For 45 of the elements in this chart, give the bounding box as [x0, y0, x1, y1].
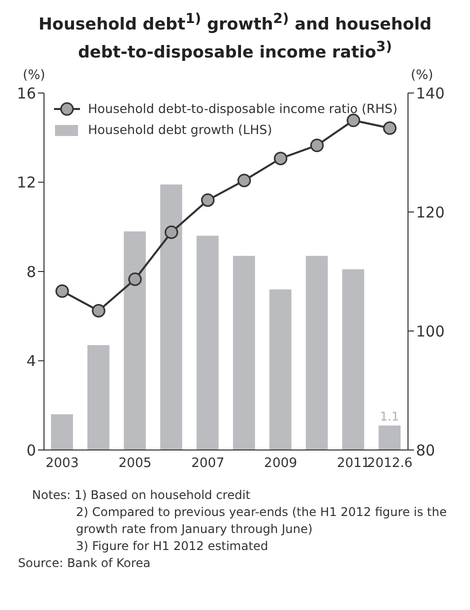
y2-tick-label: 80: [416, 441, 436, 460]
point: [383, 121, 397, 135]
data-label: 1.1: [380, 409, 400, 424]
x-tick-label: 2003: [46, 456, 79, 472]
bar: [269, 289, 292, 450]
x-tick-label: 2011: [336, 456, 370, 472]
point: [92, 304, 106, 318]
y-tick-label: 8: [26, 262, 36, 281]
y2-tick-label: 100: [416, 322, 445, 340]
point: [274, 152, 288, 166]
y-axis-title: (%): [22, 68, 46, 83]
bar: [342, 269, 364, 450]
legend-label: Household debt-to-disposable income ratio (RHS): [88, 101, 398, 116]
point: [55, 284, 69, 298]
text: 2) Compared to previous year-ends (the H1 2012 figure is the growth rate from January through June): [75, 504, 448, 538]
bar: [160, 184, 182, 450]
bar: [378, 425, 401, 450]
bar: [233, 256, 255, 450]
y-tick-label: 12: [16, 174, 36, 192]
text: 3) Figure for H1 2012 estimated: [75, 538, 270, 555]
point: [201, 193, 215, 207]
bar: [196, 236, 219, 450]
y2-tick-label: 120: [416, 203, 445, 222]
bar: [87, 345, 110, 450]
x-tick-label: 2009: [264, 456, 298, 472]
legend-label: Household debt growth (LHS): [88, 122, 272, 137]
bar: [306, 256, 328, 450]
point: [346, 114, 360, 128]
y2-tick-label: 140: [416, 84, 445, 102]
y-tick-label: 0: [26, 441, 36, 460]
x-tick-label: 2007: [191, 456, 224, 472]
point: [310, 138, 324, 152]
chart-title: Household debt$^{1)}$ growth$^{2)}$ and household debt-to-disposable income ratio$^{3)}$: [37, 10, 433, 63]
x-tick-label: 2012.6: [367, 456, 413, 472]
x-tick-label: 2005: [118, 456, 152, 472]
text: Notes: 1) Based on household credit: [32, 487, 252, 504]
source-note: Source: Bank of Korea: [18, 555, 152, 572]
bar: [124, 231, 146, 450]
point: [128, 272, 142, 286]
y2-axis-title: (%): [410, 68, 434, 83]
point: [237, 174, 251, 188]
bar: [51, 414, 73, 450]
point: [164, 225, 178, 239]
y-tick-label: 4: [26, 352, 36, 370]
y-tick-label: 16: [16, 84, 36, 102]
